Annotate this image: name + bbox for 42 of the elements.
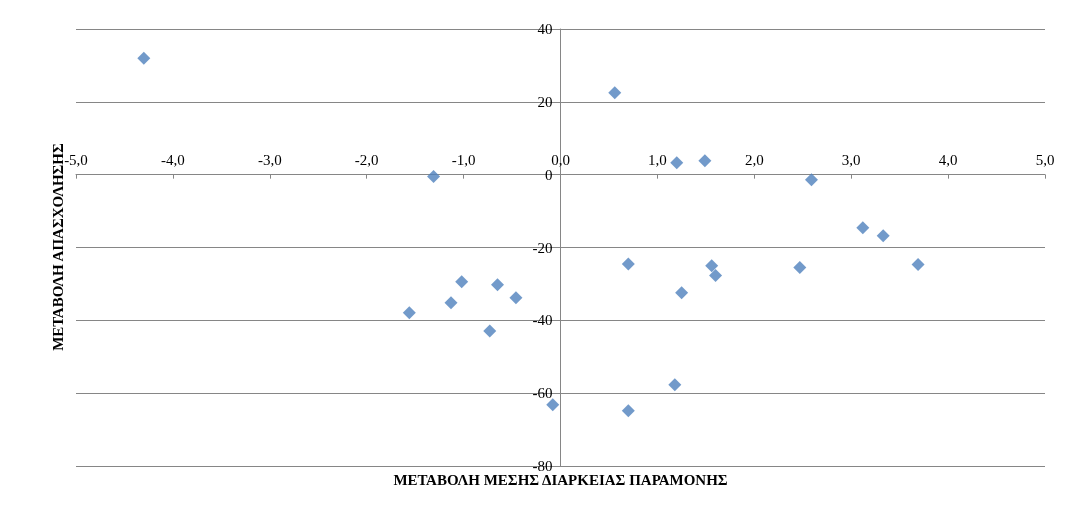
y-tick-label: -60	[532, 385, 553, 402]
x-tick-label: -1,0	[451, 152, 476, 169]
point	[911, 258, 925, 272]
point	[608, 86, 622, 100]
point	[709, 269, 723, 283]
x-tick-label: -4,0	[161, 152, 185, 169]
y-tick-label: 40	[537, 21, 553, 37]
x-tick-label: -5,0	[64, 152, 88, 169]
x-tick-label: 4,0	[938, 152, 958, 169]
point	[137, 51, 151, 65]
point	[444, 296, 458, 310]
point	[698, 154, 712, 168]
x-tick-label: -2,0	[354, 152, 379, 169]
point	[546, 398, 560, 412]
point	[427, 169, 441, 183]
point	[670, 156, 684, 170]
point	[804, 173, 818, 187]
point	[675, 286, 689, 300]
point	[621, 257, 635, 271]
y-tick-label: 20	[537, 93, 553, 110]
y-tick-label: 0	[545, 166, 553, 183]
y-tick-label: -40	[532, 312, 553, 329]
x-tick-label: 1,0	[648, 152, 667, 169]
point	[621, 404, 635, 418]
point	[483, 324, 497, 338]
x-tick-label: 0,0	[551, 152, 570, 169]
point	[856, 221, 870, 235]
y-tick-label: -80	[532, 458, 553, 474]
point	[491, 278, 505, 292]
point	[876, 229, 890, 243]
x-axis-title: ΜΕΤΑΒΟΛΗ ΜΕΣΗΣ ΔΙΑΡΚΕΙΑΣ ΠΑΡΑΜΟΝΗΣ	[392, 472, 729, 489]
x-tick-label: -3,0	[257, 152, 282, 169]
point	[668, 378, 682, 392]
x-tick-label: 2,0	[744, 152, 764, 169]
x-tick-label: 3,0	[841, 152, 861, 169]
point	[402, 306, 416, 320]
point	[455, 275, 469, 289]
point	[793, 261, 807, 275]
point	[705, 259, 719, 273]
point	[509, 291, 523, 305]
x-tick-label: 5,0	[1035, 152, 1055, 169]
y-tick-label: -20	[532, 239, 553, 256]
